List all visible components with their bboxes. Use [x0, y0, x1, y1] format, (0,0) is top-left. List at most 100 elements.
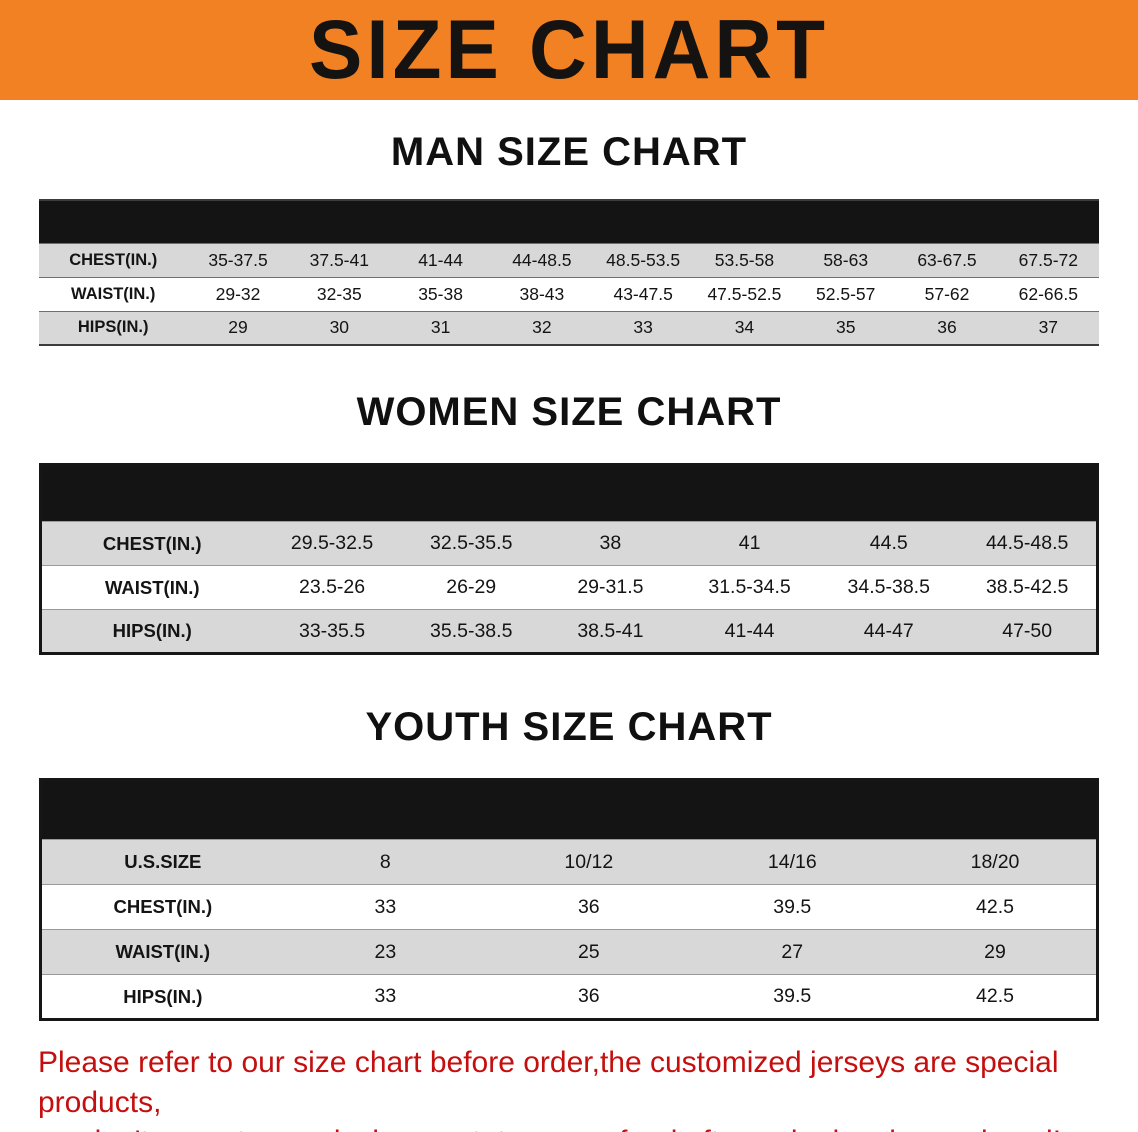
size-column-header: 6XL: [1029, 209, 1068, 233]
size-value: 23: [374, 940, 397, 963]
row-label: HIPS(IN.): [112, 620, 192, 641]
size-value: 52.5-57: [816, 283, 876, 304]
size-column-header: YTH XL: [952, 796, 1038, 823]
size-column-header: XL: [528, 209, 556, 233]
page-title: SIZE CHART: [309, 3, 829, 96]
size-value: 35.5-38.5: [430, 619, 513, 642]
size-value: 32.5-35.5: [430, 532, 513, 554]
table-header-row: WOMEN'S XS S M L XL XXL: [40, 464, 1098, 522]
size-column-header: XS: [316, 479, 349, 507]
size-value: 39.5: [773, 985, 812, 1007]
row-label: U.S.SIZE: [124, 851, 202, 872]
size-value: 58-63: [823, 249, 869, 270]
size-value: 33-35.5: [298, 619, 366, 642]
size-value: 23.5-26: [298, 576, 366, 598]
size-value: 29: [984, 940, 1006, 963]
size-value: 29-32: [215, 283, 261, 304]
size-column-header: S: [231, 209, 246, 233]
size-value: 27: [781, 940, 804, 963]
size-value: 38-43: [519, 283, 565, 304]
size-value: 33: [374, 895, 397, 918]
size-value: 41: [738, 532, 761, 554]
size-value: 33: [374, 985, 397, 1007]
size-value: 39.5: [773, 895, 812, 918]
table-row: CHEST(IN.) 35-37.5 37.5-41 41-44 44-48.5 48.5…: [39, 243, 1099, 277]
size-value: 44-48.5: [512, 249, 572, 270]
size-column-header: 4XL: [826, 209, 865, 233]
size-value: 47.5-52.5: [707, 283, 782, 304]
size-value: 63-67.5: [917, 249, 977, 270]
size-value: 35: [835, 317, 856, 338]
table-row: CHEST(IN.) 29.5-32.5 32.5-35.5 38 41 44.5 44.5…: [40, 521, 1098, 566]
youth-section-heading: YOUTH SIZE CHART: [365, 705, 773, 749]
table-row: HIPS(IN.) 29 30 31 32 33 34 35 36 37: [39, 311, 1099, 345]
table-corner-label: WOMEN'S: [58, 478, 196, 508]
table-row: WAIST(IN.) 29-32 32-35 35-38 38-43 43-47.5 47.…: [39, 277, 1099, 311]
row-label: WAIST(IN.): [104, 576, 200, 598]
size-value: 34: [734, 317, 755, 338]
size-value: 29-31.5: [577, 576, 644, 598]
row-label: HIPS(IN.): [77, 318, 149, 337]
size-column-header: 3XL: [725, 209, 764, 233]
size-value: 37: [1038, 317, 1059, 338]
size-chart-banner: SIZE CHART: [0, 0, 1138, 100]
size-value: 35-38: [418, 283, 463, 304]
size-column-header: XL: [873, 479, 905, 507]
size-value: 38.5-41: [577, 619, 644, 642]
size-column-header: 2XL: [623, 209, 663, 233]
size-value: 62-66.5: [1018, 283, 1078, 304]
size-value: 26-29: [446, 576, 497, 598]
size-value: 36: [937, 317, 957, 338]
size-value: 31.5-34.5: [708, 576, 791, 598]
women-size-chart-section: WOMEN SIZE CHART WOMEN'S XS S M L XL XXL CHEST(I…: [0, 346, 1138, 655]
size-value: 14/16: [767, 850, 817, 873]
row-label: CHEST(IN.): [102, 532, 202, 554]
size-value: 8: [379, 850, 391, 873]
size-column-header: XXL: [1003, 479, 1051, 507]
men-size-table: MEN'S S M L XL 2XL 3XL 4XL 5XL 6XL CHEST(IN.) 35-37…: [39, 199, 1099, 346]
size-value: 47-50: [1002, 619, 1053, 642]
size-value: 32: [532, 317, 552, 338]
disclaimer-line-1: Please refer to our size chart before or…: [38, 1046, 1059, 1119]
size-column-header: 5XL: [927, 209, 967, 233]
women-section-heading: WOMEN SIZE CHART: [356, 390, 782, 434]
size-column-header: M: [600, 479, 621, 507]
disclaimer-line-2: we don't accept cancel, change, teturn o…: [38, 1122, 1100, 1132]
size-value: 36: [577, 895, 600, 918]
women-size-table: WOMEN'S XS S M L XL XXL CHEST(IN.) 29.5-32.5 32.5…: [39, 463, 1099, 655]
size-value: 29: [228, 317, 248, 338]
size-value: 41-44: [418, 249, 463, 270]
table-row: WAIST(IN.) 23.5-26 26-29 29-31.5 31.5-34.5 34…: [40, 565, 1098, 610]
size-value: 37.5-41: [309, 249, 369, 270]
table-row: HIPS(IN.) 33-35.5 35.5-38.5 38.5-41 41-44 44-…: [40, 609, 1098, 654]
size-value: 35-37.5: [208, 249, 268, 270]
size-value: 29.5-32.5: [290, 532, 374, 554]
size-value: 18/20: [970, 850, 1020, 873]
size-value: 67.5-72: [1018, 249, 1078, 270]
size-value: 36: [577, 985, 600, 1007]
row-label: WAIST(IN.): [71, 284, 156, 303]
size-value: 44.5: [869, 532, 908, 554]
table-row: HIPS(IN.) 33 36 39.5 42.5: [40, 974, 1098, 1020]
table-corner-label: YOUTH: [58, 794, 166, 825]
men-size-chart-section: MAN SIZE CHART MEN'S S M L XL 2XL 3XL 4XL 5XL 6XL C…: [0, 100, 1138, 346]
size-value: 33: [633, 317, 653, 338]
row-label: CHEST(IN.): [113, 896, 213, 917]
size-value: 10/12: [564, 850, 614, 873]
charts-container: MAN SIZE CHART MEN'S S M L XL 2XL 3XL 4XL 5XL 6XL C…: [0, 100, 1138, 1021]
size-value: 42.5: [976, 895, 1014, 918]
row-label: WAIST(IN.): [115, 941, 211, 962]
table-header-row: MEN'S S M L XL 2XL 3XL 4XL 5XL 6XL: [39, 200, 1099, 243]
size-column-header: S: [463, 479, 480, 507]
size-value: 41-44: [724, 619, 775, 642]
size-column-header: L: [434, 209, 447, 233]
size-value: 57-62: [924, 283, 970, 304]
size-value: 44.5-48.5: [985, 532, 1069, 554]
size-value: 42.5: [976, 985, 1014, 1007]
size-value: 44-47: [863, 619, 914, 642]
size-column-header: YTH M: [551, 796, 627, 823]
size-column-header: YTH S: [350, 796, 421, 823]
size-column-header: YTH L: [757, 796, 827, 823]
table-corner-label: MEN'S: [55, 207, 136, 235]
